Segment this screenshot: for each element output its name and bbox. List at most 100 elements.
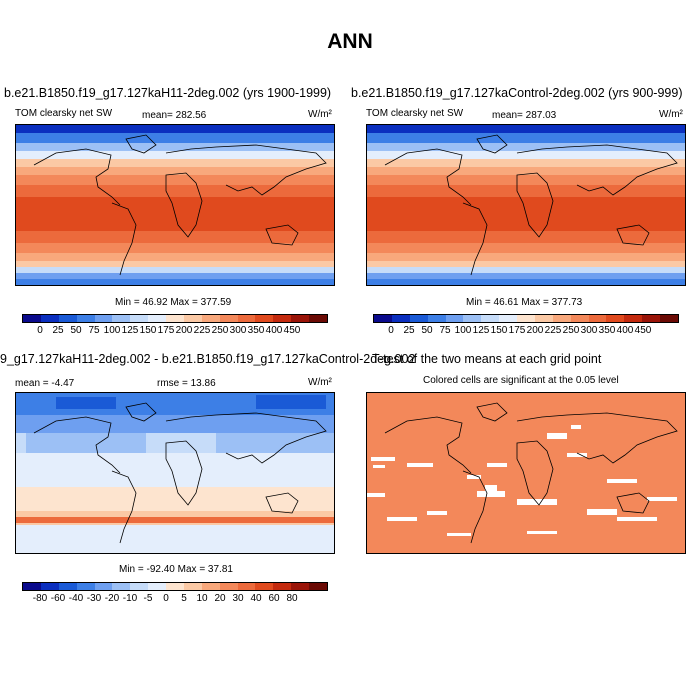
colorbar-tick-label: 5 [181, 593, 187, 604]
colorbar-tick-label: 350 [247, 325, 265, 336]
colorbar-tick-label: 30 [232, 593, 244, 604]
colorbar-tick-label: 20 [214, 593, 226, 604]
colorbar-tick-label: 0 [388, 325, 394, 336]
panel3-rmse: rmse = 13.86 [157, 378, 216, 389]
colorbar-tick-label: 200 [526, 325, 544, 336]
colorbar-swatch [76, 583, 95, 590]
colorbar-tick-label: 150 [139, 325, 157, 336]
colorbar-swatch [130, 583, 149, 590]
panel1-map-svg [16, 125, 334, 285]
panel2-mean: mean= 287.03 [492, 110, 557, 121]
colorbar-tick-label: 175 [157, 325, 175, 336]
colorbar-swatch [624, 315, 643, 322]
panel1-units: W/m² [308, 109, 332, 120]
colorbar-tick-label: 100 [103, 325, 121, 336]
colorbar-tick-label: 250 [562, 325, 580, 336]
colorbar-swatch [273, 315, 292, 322]
colorbar-swatch [130, 315, 149, 322]
colorbar-tick-label: 200 [175, 325, 193, 336]
panel2-map [366, 124, 686, 286]
colorbar-tick-label: 125 [472, 325, 490, 336]
colorbar-tick-label: 0 [163, 593, 169, 604]
colorbar-swatch [642, 315, 660, 322]
colorbar-tick-label: 125 [121, 325, 139, 336]
colorbar-abs-right-ticks: 0 25 50 75 100 125 150 175 200 225 250 300 350 400 450 [373, 325, 679, 337]
colorbar-swatch [23, 315, 41, 322]
colorbar-swatch [112, 583, 131, 590]
colorbar-tick-label: 300 [580, 325, 598, 336]
colorbar-tick-label: 80 [286, 593, 298, 604]
colorbar-tick-label: 75 [439, 325, 451, 336]
colorbar-swatch [517, 315, 535, 322]
panel3-title: 9_g17.127kaH11-2deg.002 - b.e21.B1850.f1… [0, 352, 416, 366]
colorbar-swatch [166, 315, 184, 322]
colorbar-swatch [40, 315, 59, 322]
colorbar-tick-label: 175 [508, 325, 526, 336]
colorbar-tick-label: 40 [250, 593, 262, 604]
colorbar-tick-label: -20 [104, 593, 120, 604]
panel3-mean: mean = -4.47 [15, 378, 75, 389]
colorbar-tick-label: 250 [211, 325, 229, 336]
colorbar-swatch [183, 315, 202, 322]
panel3-minmax: Min = -92.40 Max = 37.81 [119, 564, 233, 575]
colorbar-swatch [481, 315, 500, 322]
panel2-units: W/m² [659, 109, 683, 120]
colorbar-swatch [166, 583, 184, 590]
colorbar-diff-ticks: -80 -60 -40 -30 -20 -10 -5 0 5 10 20 30 40 60 80 [22, 593, 328, 605]
colorbar-swatch [463, 315, 482, 322]
colorbar-swatch [606, 315, 625, 322]
colorbar-swatch [237, 583, 256, 590]
colorbar-tick-label: -60 [50, 593, 66, 604]
colorbar-swatch [148, 315, 166, 322]
colorbar-swatch [445, 315, 464, 322]
colorbar-swatch [534, 315, 553, 322]
colorbar-tick-label: 10 [196, 593, 208, 604]
colorbar-swatch [201, 583, 220, 590]
panel2-minmax: Min = 46.61 Max = 377.73 [466, 297, 583, 308]
colorbar-tick-label: 450 [634, 325, 652, 336]
colorbar-swatch [552, 315, 571, 322]
colorbar-tick-label: 60 [268, 593, 280, 604]
colorbar-swatch [94, 583, 113, 590]
colorbar-swatch [499, 315, 517, 322]
colorbar-tick-label: 50 [70, 325, 82, 336]
colorbar-swatch [255, 315, 274, 322]
colorbar-swatch [58, 583, 77, 590]
colorbar-tick-label: 75 [88, 325, 100, 336]
colorbar-tick-label: 225 [193, 325, 211, 336]
panel4-map-svg [367, 393, 685, 553]
colorbar-tick-label: 25 [403, 325, 415, 336]
colorbar-tick-label: 300 [229, 325, 247, 336]
panel1-variable: TOM clearsky net SW [15, 108, 113, 119]
colorbar-swatch [112, 315, 131, 322]
colorbar-abs-right [373, 314, 679, 323]
colorbar-abs-left-ticks: 0 25 50 75 100 125 150 175 200 225 250 300 350 400 450 [22, 325, 328, 337]
colorbar-swatch [309, 583, 327, 590]
panel1-map [15, 124, 335, 286]
colorbar-swatch [660, 315, 678, 322]
colorbar-swatch [291, 315, 309, 322]
colorbar-swatch [183, 583, 202, 590]
colorbar-tick-label: -10 [122, 593, 138, 604]
panel1-mean: mean= 282.56 [142, 110, 207, 121]
colorbar-tick-label: 400 [616, 325, 634, 336]
panel3-map [15, 392, 335, 554]
panel2-title: b.e21.B1850.f19_g17.127kaControl-2deg.00… [351, 86, 683, 100]
colorbar-swatch [309, 315, 327, 322]
colorbar-tick-label: 400 [265, 325, 283, 336]
colorbar-swatch [374, 315, 392, 322]
colorbar-swatch [219, 315, 238, 322]
colorbar-swatch [255, 583, 274, 590]
colorbar-tick-label: -80 [32, 593, 48, 604]
colorbar-abs-left [22, 314, 328, 323]
panel1-title: b.e21.B1850.f19_g17.127kaH11-2deg.002 (y… [4, 86, 332, 100]
colorbar-swatch [148, 583, 166, 590]
colorbar-tick-label: 150 [490, 325, 508, 336]
colorbar-swatch [570, 315, 589, 322]
colorbar-swatch [58, 315, 77, 322]
panel2-map-svg [367, 125, 685, 285]
panel2-variable: TOM clearsky net SW [366, 108, 464, 119]
colorbar-tick-label: 225 [544, 325, 562, 336]
colorbar-tick-label: 350 [598, 325, 616, 336]
colorbar-swatch [409, 315, 428, 322]
